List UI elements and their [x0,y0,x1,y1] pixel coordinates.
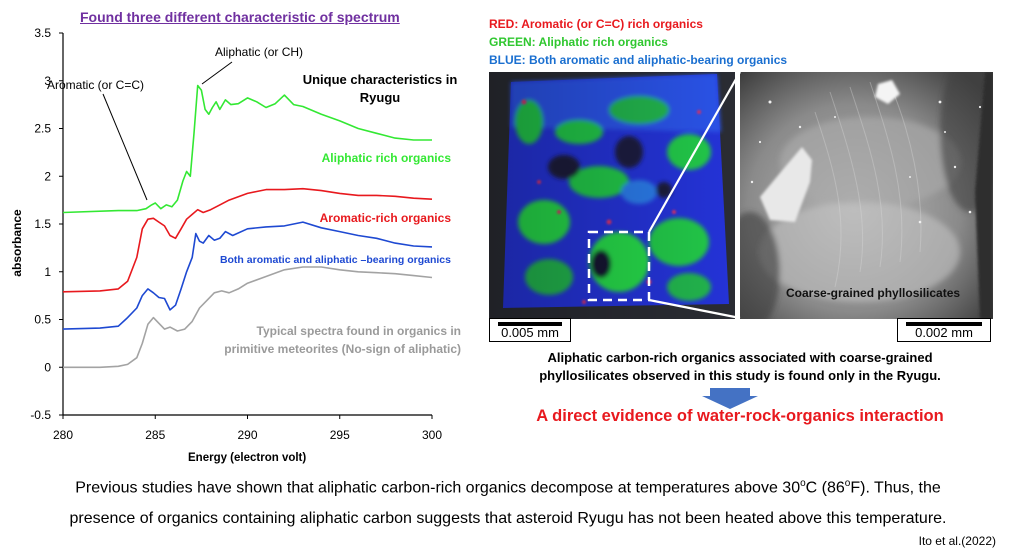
unique-characteristics-line-1: Unique characteristics in [303,72,458,87]
caption-line-2: phyllosilicates observed in this study i… [539,368,941,383]
left-scale-bar: 0.005 mm [489,318,571,342]
x-tick-label: 280 [53,428,73,442]
y-tick-label: 0.5 [34,313,51,327]
x-tick-label: 285 [145,428,165,442]
phyllosilicate-label: Coarse-grained phyllosilicates [786,286,961,300]
series-label-3-line-1: Typical spectra found in organics in [257,324,461,338]
y-tick-label: 1.5 [34,217,51,231]
series-line-1 [62,187,433,293]
x-tick-label: 300 [422,428,442,442]
y-tick-label: 3 [44,74,51,88]
right-scale-bar: 0.002 mm [897,318,991,342]
y-tick-label: 2 [44,169,51,183]
series-label-1: Aromatic-rich organics [320,211,452,225]
y-tick-label: 1 [44,265,51,279]
y-tick-label: 2.5 [34,122,51,136]
y-tick-label: -0.5 [30,408,51,422]
caption-line-1: Aliphatic carbon-rich organics associate… [547,350,933,365]
legend-red: RED: Aromatic (or C=C) rich organics [489,17,703,31]
unique-characteristics-line-2: Ryugu [360,90,401,105]
footer-line-2: presence of organics containing aliphati… [69,510,947,527]
aliphatic-pointer [201,61,233,85]
series-line-2 [62,221,433,330]
x-tick-label: 295 [330,428,350,442]
x-tick-label: 290 [237,428,257,442]
aromatic-annotation: Aromatic (or C=C) [47,78,144,92]
legend-green: GREEN: Aliphatic rich organics [489,35,668,49]
series-line-3 [63,266,433,369]
legend-blue: BLUE: Both aromatic and aliphatic-bearin… [489,53,788,67]
series-label-0: Aliphatic rich organics [322,151,452,165]
series-label-2: Both aromatic and aliphatic –bearing org… [220,254,451,266]
footer-line-1: Previous studies have shown that aliphat… [75,478,941,497]
chart-title: Found three different characteristic of … [80,9,400,25]
citation: Ito et al.(2022) [918,534,996,548]
down-arrow-icon [702,388,758,409]
aromatic-pointer [102,93,148,201]
false-color-map-image [489,72,735,319]
y-tick-label: 3.5 [34,26,51,40]
zoom-region-box [587,230,651,302]
series-line-0 [62,84,432,214]
phyllosilicate-image: Coarse-grained phyllosilicates [740,72,993,319]
conclusion-text: A direct evidence of water-rock-organics… [536,407,944,425]
y-tick-label: 0 [44,360,51,374]
aliphatic-annotation: Aliphatic (or CH) [215,45,303,59]
spectrum-chart: -0.5 0 0.5 1 1.5 2 2.5 3 3.5 280 285 290 295 300 Alip… [30,26,461,442]
series-label-3-line-2: primitive meteorites (No-sign of aliphat… [224,342,461,356]
x-axis-label: Energy (electron volt) [188,452,307,464]
